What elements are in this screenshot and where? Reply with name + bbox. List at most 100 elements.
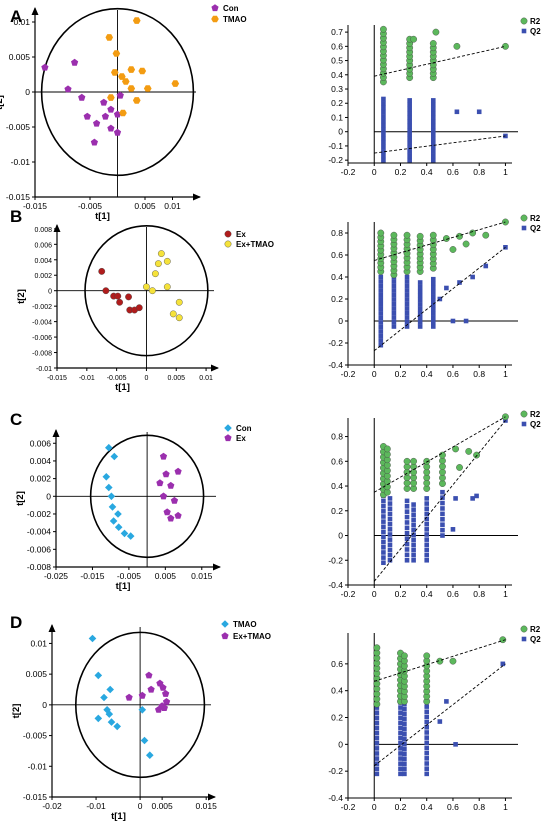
data-point bbox=[162, 690, 170, 697]
q2-point bbox=[430, 123, 436, 129]
x-tick-label: 0.005 bbox=[151, 801, 173, 811]
y-tick-label: 0.4 bbox=[331, 272, 343, 282]
q2-point bbox=[404, 509, 410, 514]
x-tick-label: -0.02 bbox=[42, 801, 62, 811]
legend-marker bbox=[521, 636, 527, 642]
r2-point bbox=[410, 35, 417, 43]
q2-point bbox=[378, 329, 384, 334]
q2-point bbox=[430, 106, 436, 112]
q2-point bbox=[402, 731, 407, 737]
q2-point bbox=[378, 306, 384, 312]
data-point bbox=[119, 109, 127, 117]
q2-point bbox=[404, 503, 410, 509]
x-tick-label: 0.2 bbox=[395, 802, 407, 812]
r2-point bbox=[439, 451, 446, 459]
data-point bbox=[113, 722, 121, 731]
x-tick-label: 0.6 bbox=[447, 167, 459, 177]
data-point bbox=[149, 287, 156, 295]
q2-regression-line bbox=[373, 420, 506, 582]
q2-point bbox=[387, 542, 393, 548]
y-axis-arrow-icon bbox=[31, 7, 39, 15]
data-point bbox=[151, 270, 159, 278]
q2-point bbox=[424, 521, 430, 527]
q2-point bbox=[430, 289, 436, 295]
y-tick-label: 0.8 bbox=[331, 228, 343, 238]
y-tick-label: 0.2 bbox=[331, 98, 343, 108]
q2-point bbox=[374, 740, 380, 746]
panel-label: B bbox=[10, 207, 22, 226]
data-point bbox=[112, 50, 121, 57]
q2-point bbox=[503, 245, 508, 250]
q2-point bbox=[402, 716, 407, 722]
y-tick-label: -0.004 bbox=[32, 320, 52, 327]
q2-point bbox=[440, 516, 445, 522]
q2-point bbox=[378, 297, 384, 303]
q2-point bbox=[381, 140, 386, 145]
q2-point bbox=[378, 342, 384, 348]
data-point bbox=[125, 693, 133, 701]
q2-point bbox=[424, 511, 430, 517]
q2-point bbox=[430, 315, 436, 321]
data-point bbox=[159, 452, 168, 460]
q2-point bbox=[378, 283, 384, 289]
q2-point bbox=[411, 542, 416, 548]
x-tick-label: -0.005 bbox=[78, 201, 102, 211]
x-tick-label: -0.025 bbox=[44, 571, 68, 581]
data-point bbox=[98, 267, 106, 275]
data-point bbox=[105, 483, 113, 492]
q2-point bbox=[430, 153, 436, 159]
q2-point bbox=[398, 761, 403, 766]
q2-point bbox=[404, 541, 410, 547]
y-axis-arrow-icon bbox=[48, 624, 56, 632]
r2-point bbox=[380, 25, 387, 33]
q2-point bbox=[378, 288, 384, 293]
y-tick-label: 0.008 bbox=[34, 227, 52, 234]
x-tick-label: 0.4 bbox=[421, 167, 433, 177]
q2-point bbox=[437, 296, 443, 302]
q2-point bbox=[391, 283, 397, 289]
q2-point bbox=[391, 297, 397, 302]
data-point bbox=[170, 496, 179, 504]
q2-point bbox=[430, 127, 436, 133]
r2-point bbox=[373, 644, 381, 652]
legend-label: Ex bbox=[236, 230, 246, 239]
y-tick-label: -0.006 bbox=[27, 544, 51, 554]
legend-label: R2 bbox=[530, 214, 541, 223]
q2-point bbox=[374, 766, 380, 772]
q2-point bbox=[453, 742, 458, 747]
q2-point bbox=[398, 705, 403, 710]
legend-marker bbox=[224, 434, 232, 442]
x-tick-label: 0 bbox=[144, 375, 148, 382]
x-axis-arrow-icon bbox=[213, 563, 221, 571]
x-tick-label: 0.005 bbox=[134, 201, 156, 211]
q2-point bbox=[374, 715, 380, 721]
q2-point bbox=[391, 315, 397, 320]
q2-point bbox=[453, 496, 458, 501]
data-point bbox=[114, 292, 122, 300]
q2-point bbox=[402, 766, 407, 772]
data-point bbox=[157, 250, 165, 258]
data-point bbox=[93, 119, 101, 127]
y-tick-label: 0.4 bbox=[331, 686, 343, 696]
r2-point bbox=[442, 235, 450, 242]
q2-point bbox=[381, 503, 386, 509]
r2-regression-line bbox=[374, 221, 506, 261]
y-tick-label: 0.01 bbox=[13, 17, 30, 27]
q2-point bbox=[424, 532, 430, 537]
x-tick-label: -0.005 bbox=[107, 375, 127, 382]
confidence-ellipse bbox=[89, 434, 205, 559]
q2-point bbox=[407, 145, 412, 150]
y-tick-label: 0.004 bbox=[34, 258, 52, 265]
x-tick-label: 0.8 bbox=[473, 369, 485, 379]
y-tick-label: -0.2 bbox=[328, 338, 343, 348]
y-tick-label: 0.005 bbox=[9, 52, 31, 62]
data-point bbox=[174, 467, 182, 475]
q2-point bbox=[387, 511, 393, 517]
data-point bbox=[105, 443, 113, 452]
q2-point bbox=[411, 522, 416, 528]
legend-label: Con bbox=[236, 424, 252, 433]
q2-point bbox=[404, 525, 410, 531]
x-tick-label: 0.8 bbox=[473, 589, 485, 599]
r2-point bbox=[439, 474, 446, 482]
data-point bbox=[174, 511, 182, 519]
